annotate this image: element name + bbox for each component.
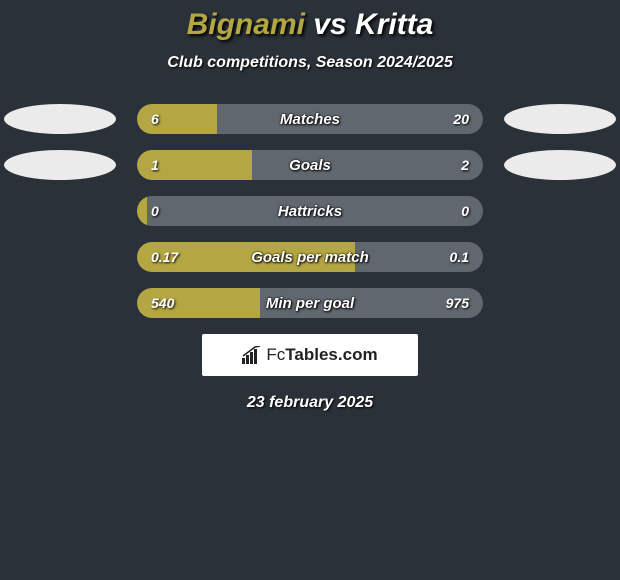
stat-bar: 12Goals [137,150,483,180]
player1-name: Bignami [187,8,305,41]
brand-logo-inner: FcTables.com [242,345,377,365]
stat-row: 0.170.1Goals per match [0,242,620,272]
player2-name: Kritta [355,8,433,41]
stat-label: Matches [137,104,483,134]
brand-suffix: Tables.com [285,345,377,364]
stat-row: 12Goals [0,150,620,180]
chart-icon [242,346,262,364]
stat-label: Hattricks [137,196,483,226]
stat-label: Min per goal [137,288,483,318]
stat-bar: 540975Min per goal [137,288,483,318]
team-oval-right [504,150,616,180]
stat-row: 00Hattricks [0,196,620,226]
vs-label: vs [313,8,346,41]
stats-list: 620Matches 12Goals 00Hattricks 0.170.1Goals… [0,104,620,318]
comparison-card: Bignami vs Kritta Club competitions, Sea… [0,0,620,412]
brand-prefix: Fc [266,345,285,364]
brand-logo[interactable]: FcTables.com [202,334,418,376]
stat-row: 620Matches [0,104,620,134]
subtitle: Club competitions, Season 2024/2025 [0,54,620,72]
stat-row: 540975Min per goal [0,288,620,318]
stat-bar: 00Hattricks [137,196,483,226]
team-oval-right [504,104,616,134]
stat-bar: 620Matches [137,104,483,134]
stat-label: Goals [137,150,483,180]
team-oval-left [4,150,116,180]
brand-text: FcTables.com [266,345,377,365]
team-oval-left [4,104,116,134]
stat-bar: 0.170.1Goals per match [137,242,483,272]
stat-label: Goals per match [137,242,483,272]
footer-date: 23 february 2025 [0,394,620,412]
page-title: Bignami vs Kritta [0,8,620,42]
